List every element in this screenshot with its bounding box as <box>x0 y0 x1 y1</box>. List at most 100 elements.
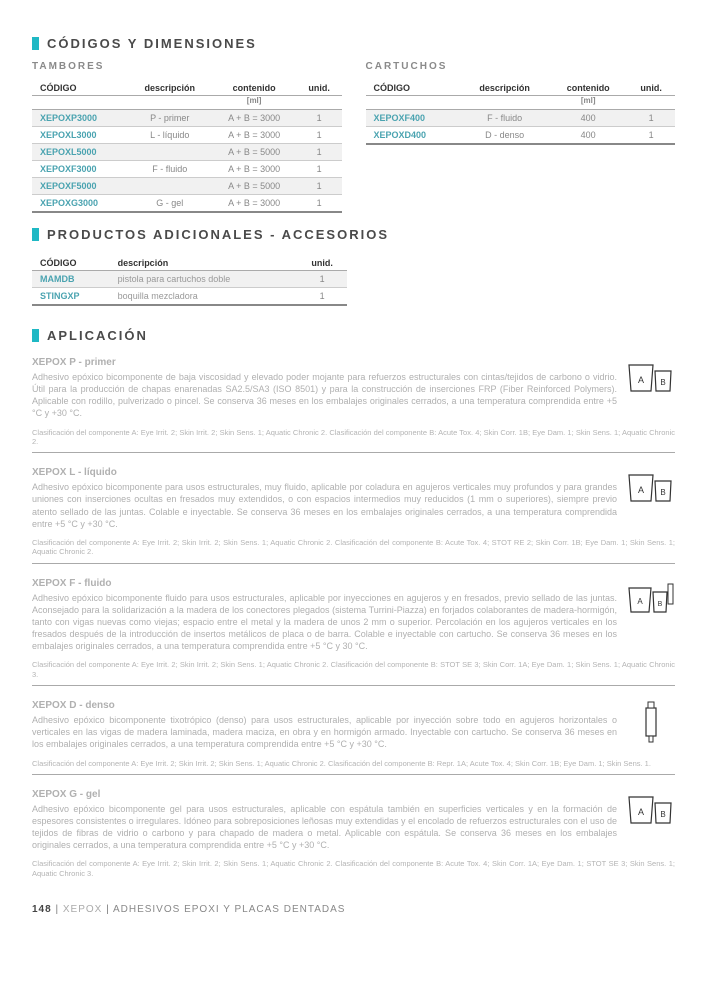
bucket-ab-icon: AB <box>627 357 675 420</box>
svg-text:A: A <box>638 375 644 385</box>
cell-unid: 1 <box>297 110 342 127</box>
section-title-text: APLICACIÓN <box>47 328 148 343</box>
cell-desc: G - gel <box>128 195 211 213</box>
app-body: Adhesivo epóxico bicomponente gel para u… <box>32 803 617 852</box>
svg-text:B: B <box>658 601 663 608</box>
cell-unid: 1 <box>297 288 347 306</box>
app-classification: Clasificación del componente A: Eye Irri… <box>32 759 675 768</box>
col-codigo: CÓDIGO <box>32 77 128 96</box>
cartridge-icon <box>627 700 675 750</box>
bucket-cart-icon: AB <box>627 578 675 653</box>
cell-desc <box>128 178 211 195</box>
cell-cont: A + B = 3000 <box>211 127 296 144</box>
page-number: 148 <box>32 904 52 915</box>
col-unid: unid. <box>297 77 342 96</box>
unit-ml: [ml] <box>211 96 296 110</box>
svg-text:A: A <box>638 485 644 495</box>
col-desc: descripción <box>460 77 549 96</box>
app-body: Adhesivo epóxico bicomponente de baja vi… <box>32 371 617 420</box>
app-title: XEPOX G - gel <box>32 789 617 800</box>
accent-bar-icon <box>32 329 39 342</box>
cell-code: XEPOXF400 <box>366 110 461 127</box>
table-row: MAMDBpistola para cartuchos doble1 <box>32 271 347 288</box>
svg-text:A: A <box>637 597 643 606</box>
app-body: Adhesivo epóxico bicomponente tixotrópic… <box>32 714 617 750</box>
separator <box>32 774 675 775</box>
app-classification: Clasificación del componente A: Eye Irri… <box>32 538 675 557</box>
cell-desc: F - fluido <box>460 110 549 127</box>
cartuchos-heading: CARTUCHOS <box>366 61 676 72</box>
svg-text:B: B <box>660 488 665 497</box>
app-block: XEPOX F - fluidoAdhesivo epóxico bicompo… <box>32 578 675 686</box>
col-codigo: CÓDIGO <box>366 77 461 96</box>
table-row: XEPOXF400F - fluido4001 <box>366 110 676 127</box>
footer-divider: | <box>106 904 110 915</box>
col-codigo: CÓDIGO <box>32 252 112 271</box>
cell-code: XEPOXL5000 <box>32 144 128 161</box>
table-row: XEPOXD400D - denso4001 <box>366 127 676 145</box>
app-classification: Clasificación del componente A: Eye Irri… <box>32 859 675 878</box>
accent-bar-icon <box>32 37 39 50</box>
app-title: XEPOX F - fluido <box>32 578 617 589</box>
cell-unid: 1 <box>297 178 342 195</box>
cell-desc: D - denso <box>460 127 549 145</box>
cell-cont: A + B = 3000 <box>211 195 296 213</box>
cell-desc: L - líquido <box>128 127 211 144</box>
section-title-aplicacion: APLICACIÓN <box>32 328 675 343</box>
cell-code: STINGXP <box>32 288 112 306</box>
table-row: STINGXPboquilla mezcladora1 <box>32 288 347 306</box>
col-desc: descripción <box>112 252 297 271</box>
app-title: XEPOX D - denso <box>32 700 617 711</box>
app-body: Adhesivo epóxico bicomponente para usos … <box>32 481 617 530</box>
cell-desc: P - primer <box>128 110 211 127</box>
cell-cont: A + B = 5000 <box>211 178 296 195</box>
cell-desc <box>128 144 211 161</box>
cell-code: XEPOXG3000 <box>32 195 128 213</box>
table-row: XEPOXL3000L - líquidoA + B = 30001 <box>32 127 342 144</box>
cell-unid: 1 <box>297 271 347 288</box>
app-block: XEPOX P - primer Adhesivo epóxico bicompo… <box>32 357 675 453</box>
app-classification: Clasificación del componente A: Eye Irri… <box>32 428 675 447</box>
svg-text:B: B <box>660 378 665 387</box>
page-footer: 148 | XEPOX | ADHESIVOS EPOXI Y PLACAS D… <box>32 904 675 915</box>
footer-rest: ADHESIVOS EPOXI Y PLACAS DENTADAS <box>113 904 346 915</box>
footer-divider: | <box>55 904 59 915</box>
accent-bar-icon <box>32 228 39 241</box>
app-block: XEPOX L - líquido Adhesivo epóxico bicomp… <box>32 467 675 563</box>
cell-unid: 1 <box>627 127 675 145</box>
section-title-text: PRODUCTOS ADICIONALES - ACCESORIOS <box>47 227 389 242</box>
cell-cont: 400 <box>549 127 627 145</box>
cell-unid: 1 <box>297 195 342 213</box>
bucket-ab-icon: AB <box>627 789 675 852</box>
cell-cont: A + B = 5000 <box>211 144 296 161</box>
app-title: XEPOX P - primer <box>32 357 617 368</box>
accesorios-table: CÓDIGO descripción unid. MAMDBpistola pa… <box>32 252 347 306</box>
cartuchos-table: CÓDIGO descripción contenido unid. [ml] … <box>366 77 676 145</box>
cell-code: XEPOXF3000 <box>32 161 128 178</box>
cell-cont: A + B = 3000 <box>211 110 296 127</box>
col-desc: descripción <box>128 77 211 96</box>
table-row: XEPOXF5000A + B = 50001 <box>32 178 342 195</box>
cell-desc: F - fluido <box>128 161 211 178</box>
table-row: XEPOXF3000F - fluidoA + B = 30001 <box>32 161 342 178</box>
bucket-ab-icon: AB <box>627 467 675 530</box>
table-row: XEPOXP3000P - primerA + B = 30001 <box>32 110 342 127</box>
col-unid: unid. <box>297 252 347 271</box>
unit-ml: [ml] <box>549 96 627 110</box>
section-title-text: CÓDIGOS Y DIMENSIONES <box>47 36 257 51</box>
cell-code: XEPOXL3000 <box>32 127 128 144</box>
section-title-codigos: CÓDIGOS Y DIMENSIONES <box>32 36 675 51</box>
cell-unid: 1 <box>627 110 675 127</box>
app-title: XEPOX L - líquido <box>32 467 617 478</box>
cell-desc: boquilla mezcladora <box>112 288 297 306</box>
app-block: XEPOX D - denso Adhesivo epóxico bicompon… <box>32 700 675 775</box>
svg-text:B: B <box>660 810 665 819</box>
cell-cont: 400 <box>549 110 627 127</box>
tambores-heading: TAMBORES <box>32 61 342 72</box>
separator <box>32 452 675 453</box>
footer-brand: XEPOX <box>63 904 102 915</box>
app-classification: Clasificación del componente A: Eye Irri… <box>32 660 675 679</box>
table-row: XEPOXL5000A + B = 50001 <box>32 144 342 161</box>
cell-cont: A + B = 3000 <box>211 161 296 178</box>
cell-code: MAMDB <box>32 271 112 288</box>
